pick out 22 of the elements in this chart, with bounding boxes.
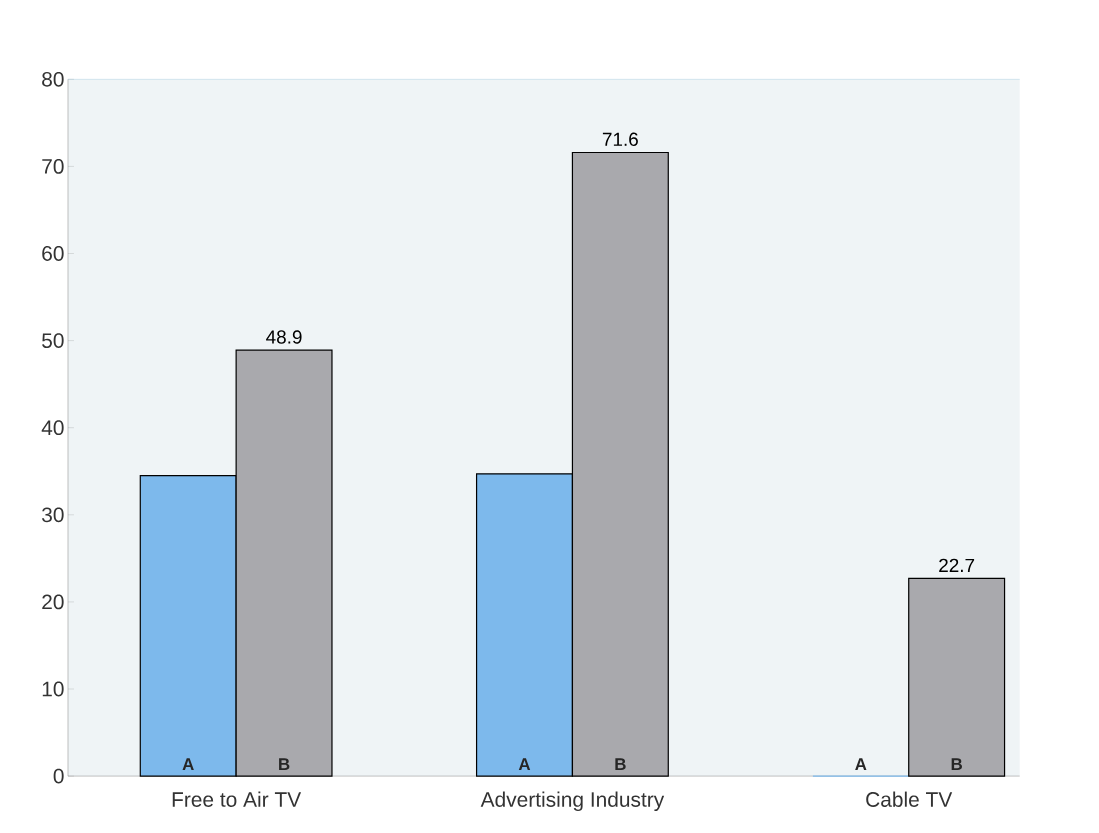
y-tick-label: 0 [53, 768, 64, 784]
y-tick-label: 30 [42, 507, 64, 523]
text: A [518, 758, 531, 771]
x-tick-label: Advertising Industry [480, 791, 665, 812]
text: B [615, 758, 626, 771]
y-tick-label: 10 [42, 681, 64, 697]
x-tick-label: Cable TV [866, 791, 953, 808]
y-tick-label: 60 [42, 246, 64, 262]
data-label: 71.6 [602, 132, 638, 147]
y-tick-label: 20 [42, 594, 64, 610]
series-label: B [279, 758, 290, 771]
bar [908, 577, 1006, 777]
text: A [855, 758, 867, 771]
x-tick-label: Free to Air TV [172, 791, 302, 808]
y-tick-label: 80 [42, 72, 64, 87]
y-tick-label: 40 [41, 420, 64, 436]
data-label: 48.9 [266, 330, 302, 344]
data-label: 22.7 [939, 558, 975, 573]
text: B [951, 758, 962, 771]
y-tick-label: 70 [42, 159, 64, 174]
series-label: A [182, 758, 194, 771]
y-tick-label: 50 [42, 333, 64, 349]
